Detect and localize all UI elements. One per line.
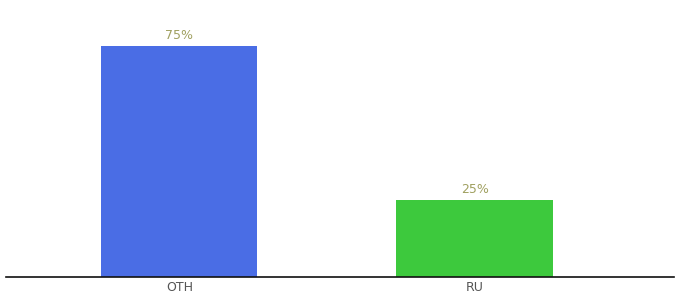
Bar <box>396 200 553 277</box>
Text: 75%: 75% <box>165 29 193 42</box>
Text: 25%: 25% <box>461 183 489 196</box>
Bar <box>101 46 258 277</box>
